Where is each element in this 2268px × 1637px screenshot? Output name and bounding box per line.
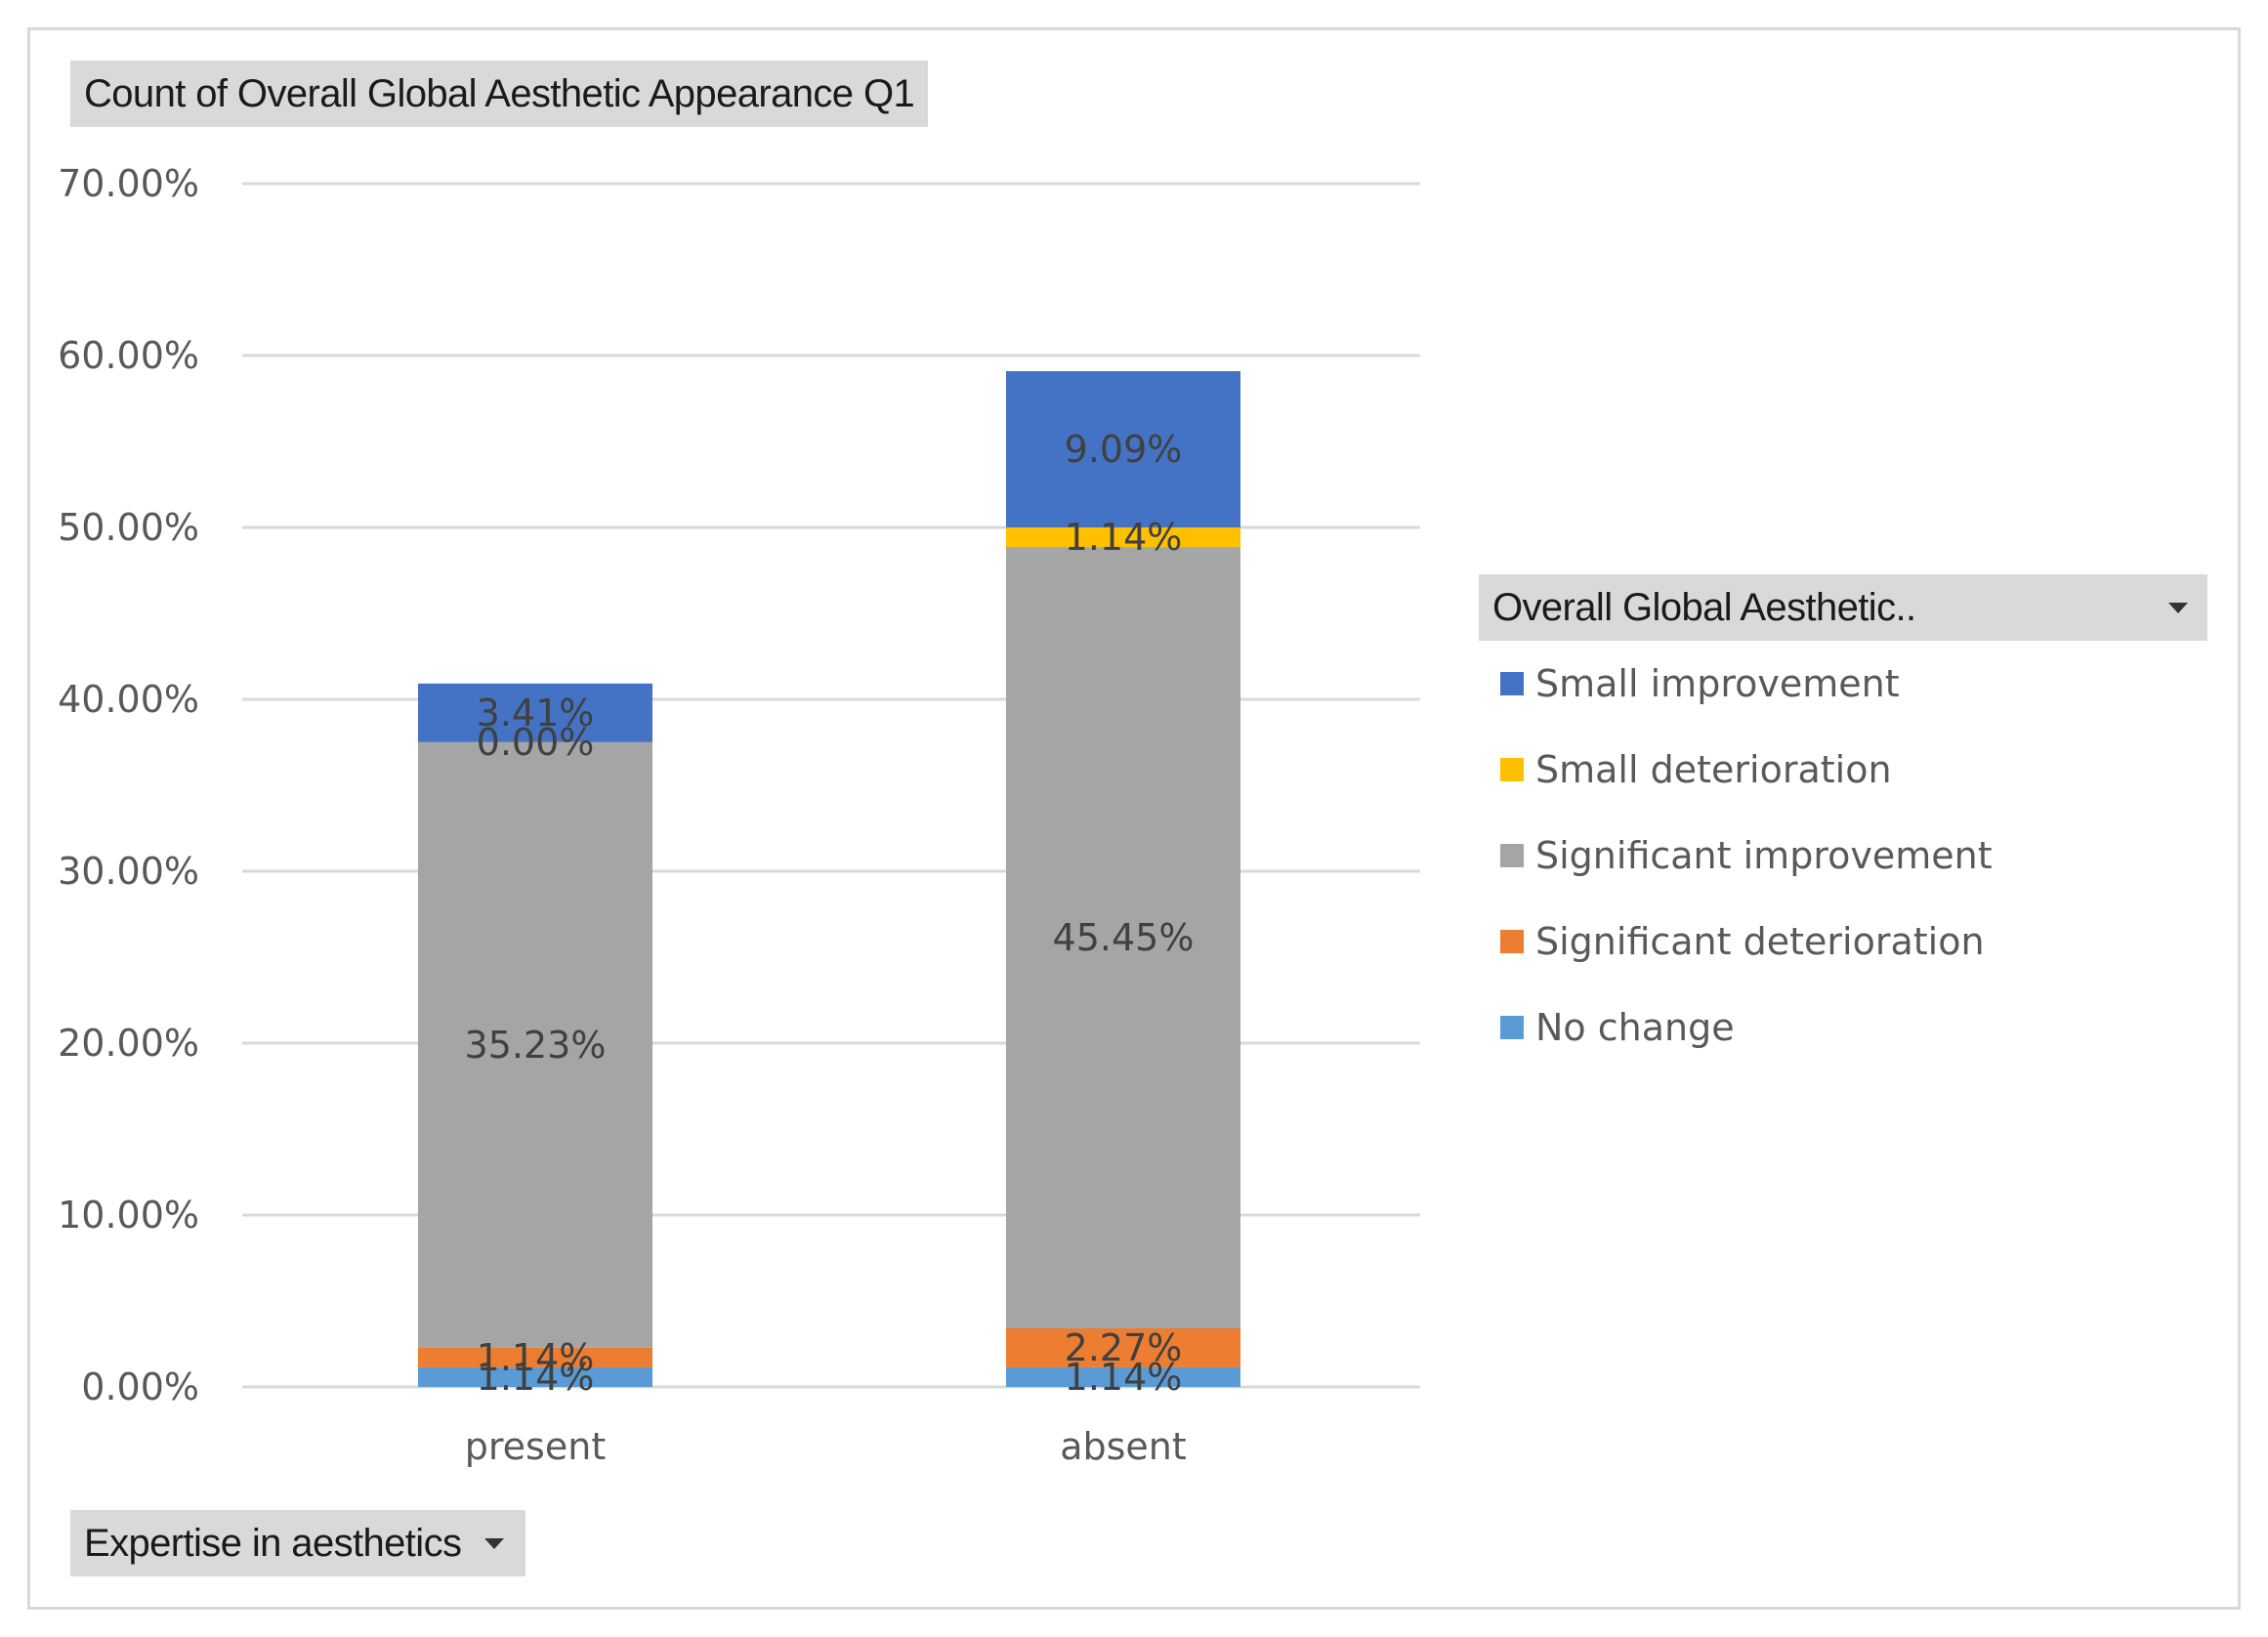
legend-title: Overall Global Aesthetic.. [1492,585,1916,629]
x-tick-label: absent [1060,1425,1187,1468]
data-label: 3.41% [477,692,595,735]
legend-swatch [1500,1016,1524,1039]
legend-label: Small deterioration [1535,748,1892,791]
bar-segment[interactable] [418,683,652,742]
legend-item[interactable]: Significant improvement [1500,826,1993,885]
bar-segment[interactable] [1006,547,1240,1328]
y-tick-label: 70.00% [58,162,199,205]
data-label: 2.27% [1065,1326,1183,1369]
y-tick-label: 40.00% [58,678,199,721]
legend-swatch [1500,758,1524,781]
bar-segment[interactable] [1006,1366,1240,1387]
y-tick-label: 50.00% [58,506,199,549]
legend-label: Significant deterioration [1535,920,1985,963]
data-label: 0.00% [477,721,595,764]
data-label: 1.14% [477,1336,595,1379]
values-field-button[interactable]: Count of Overall Global Aesthetic Appear… [70,61,929,127]
legend-label: Small improvement [1535,662,1900,705]
chart-title: Count of Overall Global Aesthetic Appear… [84,71,915,115]
chevron-down-icon [484,1537,505,1549]
y-tick-label: 60.00% [58,334,199,377]
bar-segment[interactable] [1006,527,1240,548]
data-label: 35.23% [465,1024,607,1067]
axis-field-button[interactable]: Expertise in aesthetics [70,1510,526,1576]
data-label: 1.14% [1065,1356,1183,1399]
x-axis-label: Expertise in aesthetics [84,1521,462,1565]
y-tick-label: 10.00% [58,1194,199,1237]
legend-swatch [1500,930,1524,953]
bar-segment[interactable] [418,1366,652,1387]
bar-segment[interactable] [418,1347,652,1367]
data-label: 1.14% [477,1356,595,1399]
legend-item[interactable]: Significant deterioration [1500,912,1985,971]
y-tick-label: 20.00% [58,1022,199,1065]
legend-item[interactable]: Small deterioration [1500,740,1892,799]
data-label: 1.14% [1065,516,1183,559]
data-label: 45.45% [1053,916,1195,959]
bar-segment[interactable] [1006,1327,1240,1367]
legend-swatch [1500,672,1524,695]
legend-item[interactable]: No change [1500,998,1735,1057]
x-tick-label: present [465,1425,606,1468]
y-tick-label: 0.00% [81,1365,199,1408]
bar-segment[interactable] [1006,371,1240,527]
data-label: 9.09% [1065,428,1183,471]
legend-swatch [1500,844,1524,867]
legend-field-button[interactable]: Overall Global Aesthetic.. [1479,574,2207,641]
bar-segment[interactable] [418,741,652,1348]
y-tick-label: 30.00% [58,850,199,893]
legend-label: Significant improvement [1535,834,1993,877]
chevron-down-icon [2168,603,2188,613]
legend-item[interactable]: Small improvement [1500,654,1900,713]
legend-label: No change [1535,1006,1735,1049]
